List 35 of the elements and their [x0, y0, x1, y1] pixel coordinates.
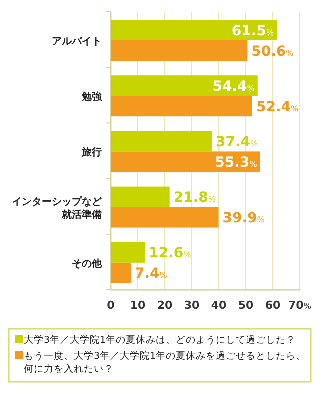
x-tick-label: 0 — [107, 299, 116, 312]
data-label: 21.8% — [174, 190, 216, 206]
y-tick-label: 勉強 — [81, 91, 103, 104]
bar — [111, 242, 146, 263]
legend-label: 大学3年／大学院1年の夏休みは、どのようにして過ごした？ — [24, 334, 296, 346]
data-label: 37.4% — [216, 134, 259, 150]
bar — [111, 262, 131, 284]
data-label: 52.4% — [256, 99, 300, 116]
bar — [111, 131, 212, 152]
x-tick-label: 70% — [288, 299, 312, 312]
y-tick-label: インターシップなど就活準備 — [12, 196, 103, 221]
data-label: 7.4% — [134, 266, 168, 282]
y-tick-label: その他 — [72, 258, 103, 270]
data-label: 12.6% — [149, 246, 192, 262]
legend-label: もう一度、大学3年／大学院1年の夏休みを過ごせるとしたら、何に力を入れたい？ — [24, 350, 306, 375]
bar — [111, 186, 170, 208]
x-tick-label: 60 — [265, 299, 281, 312]
bar — [111, 152, 260, 172]
x-tick-label: 30 — [184, 299, 200, 312]
y-tick-label: アルバイト — [52, 36, 102, 48]
bar — [111, 96, 252, 117]
bar — [111, 20, 278, 40]
x-tick-label: 20 — [157, 299, 173, 312]
data-label: 39.9% — [222, 210, 266, 227]
data-label: 50.6% — [252, 44, 294, 60]
x-tick-label: 50 — [238, 299, 254, 312]
bar — [111, 76, 258, 96]
x-tick-label: 40 — [211, 299, 227, 312]
y-tick-label: 旅行 — [81, 146, 102, 159]
bar — [111, 40, 248, 61]
data-label: 54.4% — [212, 78, 256, 95]
data-label: 61.5% — [232, 23, 274, 40]
x-tick-label: 10 — [130, 299, 146, 312]
bar — [111, 207, 219, 228]
data-label: 55.3% — [215, 154, 258, 171]
